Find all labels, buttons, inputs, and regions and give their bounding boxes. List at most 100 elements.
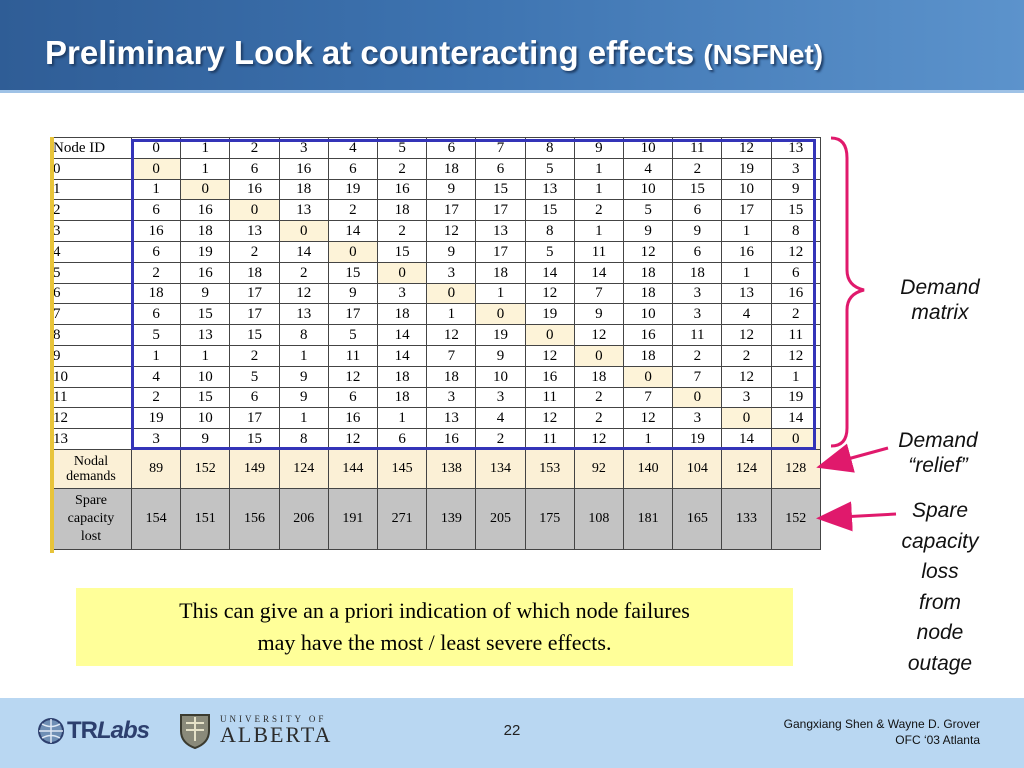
matrix-row: 9 1 1 2 1 11 14 7 9 12 0 18 2 2 12 — [50, 344, 821, 367]
matrix-cell: 16 — [721, 240, 772, 263]
matrix-cell: 0 — [377, 261, 428, 284]
matrix-cell: 17 — [475, 240, 526, 263]
column-header-cell: 10 — [623, 137, 674, 159]
callout-box: This can give an a priori indication of … — [76, 588, 793, 666]
matrix-row: 1 1 0 16 18 19 16 9 15 13 1 10 15 10 9 — [50, 178, 821, 201]
nodal-label-line1: Nodal — [73, 453, 109, 469]
matrix-cell: 3 — [770, 157, 821, 180]
matrix-cell: 8 — [278, 428, 329, 450]
matrix-cell: 0 — [180, 178, 231, 201]
spare-label-line6: outage — [907, 651, 973, 675]
row-header-cell: 13 — [50, 428, 132, 450]
matrix-cell: 15 — [327, 261, 379, 284]
matrix-cell: 18 — [278, 178, 329, 201]
matrix-cell: 12 — [721, 365, 772, 388]
matrix-cell: 5 — [327, 324, 379, 346]
footer-credits: Gangxiang Shen & Wayne D. Grover OFC ‘03… — [784, 716, 980, 748]
trlabs-globe-icon — [38, 718, 64, 744]
matrix-cell: 12 — [278, 282, 329, 305]
matrix-cell: 5 — [623, 199, 674, 222]
matrix-cell: 1 — [130, 344, 182, 367]
matrix-row: 11 2 15 6 9 6 18 3 3 11 2 7 0 3 19 — [50, 386, 821, 409]
matrix-cell: 0 — [623, 365, 674, 388]
matrix-cell: 1 — [130, 178, 182, 201]
matrix-cell: 13 — [229, 220, 280, 242]
ualberta-top-text: UNIVERSITY OF — [220, 714, 327, 724]
matrix-cell: 9 — [623, 220, 674, 242]
matrix-cell: 9 — [573, 303, 625, 326]
matrix-cell: 6 — [377, 428, 428, 450]
matrix-cell: 1 — [278, 407, 329, 430]
matrix-row: 2 6 16 0 13 2 18 17 17 15 2 5 6 17 15 — [50, 199, 821, 222]
column-header-cell: 11 — [672, 137, 723, 159]
row-header-cell: 8 — [50, 324, 132, 346]
matrix-cell: 17 — [426, 199, 477, 222]
matrix-cell: 16 — [426, 428, 477, 450]
spare-label-line2: capacity — [901, 529, 979, 553]
matrix-row: 7 6 15 17 13 17 18 1 0 19 9 10 3 4 2 — [50, 303, 821, 326]
matrix-cell: 19 — [180, 240, 231, 263]
spare-lost-cell: 151 — [180, 487, 231, 550]
credit-authors: Gangxiang Shen & Wayne D. Grover — [783, 717, 980, 731]
matrix-cell: 2 — [130, 261, 182, 284]
matrix-cell: 0 — [573, 344, 625, 367]
matrix-cell: 1 — [573, 157, 625, 180]
nodal-demand-cell: 92 — [573, 448, 625, 489]
nodal-label-line2: demands — [66, 468, 116, 484]
matrix-cell: 13 — [278, 199, 329, 222]
matrix-cell: 6 — [770, 261, 821, 284]
matrix-cell: 18 — [377, 303, 428, 326]
matrix-cell: 10 — [623, 178, 674, 201]
matrix-cell: 2 — [672, 344, 723, 367]
column-header-cell: 2 — [229, 137, 280, 159]
row-header-cell: 3 — [50, 220, 132, 242]
matrix-cell: 18 — [377, 365, 428, 388]
matrix-cell: 10 — [721, 178, 772, 201]
matrix-cell: 16 — [130, 220, 182, 242]
matrix-cell: 3 — [721, 386, 772, 409]
matrix-cell: 8 — [524, 220, 575, 242]
trlabs-tr: TR — [67, 717, 98, 744]
matrix-row: 13 3 9 15 8 12 6 16 2 11 12 1 19 14 0 — [50, 428, 821, 450]
matrix-cell: 19 — [327, 178, 379, 201]
matrix-cell: 6 — [327, 386, 379, 409]
matrix-cell: 2 — [573, 386, 625, 409]
matrix-cell: 10 — [623, 303, 674, 326]
matrix-cell: 12 — [426, 324, 477, 346]
matrix-cell: 11 — [770, 324, 821, 346]
matrix-cell: 9 — [770, 178, 821, 201]
matrix-cell: 18 — [377, 199, 428, 222]
matrix-cell: 14 — [770, 407, 821, 430]
matrix-cell: 0 — [672, 386, 723, 409]
matrix-cell: 6 — [229, 386, 280, 409]
column-header-cell: 4 — [327, 137, 379, 159]
matrix-cell: 18 — [130, 282, 182, 305]
spare-lost-cell: 152 — [770, 487, 821, 550]
matrix-cell: 2 — [229, 344, 280, 367]
row-header-cell: 0 — [50, 157, 132, 180]
matrix-cell: 18 — [377, 386, 428, 409]
matrix-cell: 2 — [278, 261, 329, 284]
matrix-cell: 4 — [130, 365, 182, 388]
demand-table-wrap: Node ID 0 1 2 3 4 5 6 7 8 9 10 11 12 13 0 0 1 6 16 6 2 18 6 5 1 4 2… — [50, 137, 821, 553]
spare-label-line2: capacity — [67, 510, 115, 526]
matrix-cell: 18 — [475, 261, 526, 284]
spare-lost-cell: 165 — [672, 487, 723, 550]
nodal-demand-cell: 149 — [229, 448, 280, 489]
matrix-cell: 9 — [672, 220, 723, 242]
matrix-cell: 3 — [672, 282, 723, 305]
column-header-cell: 6 — [426, 137, 477, 159]
matrix-cell: 6 — [475, 157, 526, 180]
matrix-cell: 9 — [278, 386, 329, 409]
ualberta-logo: UNIVERSITY OF ALBERTA — [178, 711, 332, 749]
matrix-row: 4 6 19 2 14 0 15 9 17 5 11 12 6 16 12 — [50, 240, 821, 263]
matrix-cell: 12 — [524, 407, 575, 430]
matrix-cell: 12 — [770, 240, 821, 263]
matrix-cell: 6 — [672, 199, 723, 222]
matrix-cell: 16 — [278, 157, 329, 180]
matrix-cell: 9 — [426, 240, 477, 263]
demand-matrix-label: Demand matrix — [880, 275, 1000, 325]
nodal-demand-cell: 89 — [130, 448, 182, 489]
matrix-cell: 0 — [327, 240, 379, 263]
matrix-cell: 2 — [573, 199, 625, 222]
